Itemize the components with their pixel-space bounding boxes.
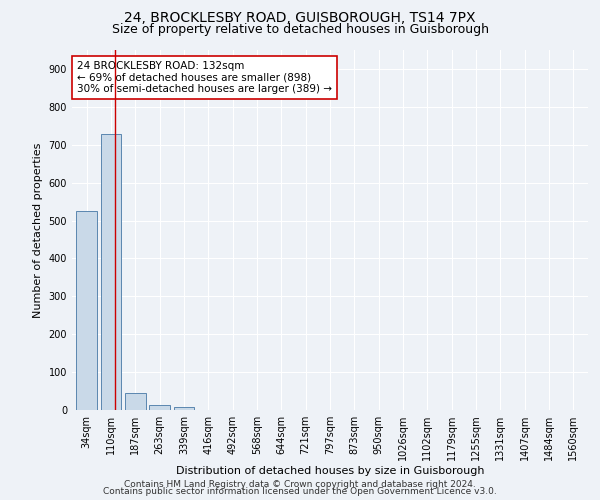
Y-axis label: Number of detached properties: Number of detached properties [33, 142, 43, 318]
Text: Contains HM Land Registry data © Crown copyright and database right 2024.: Contains HM Land Registry data © Crown c… [124, 480, 476, 489]
X-axis label: Distribution of detached houses by size in Guisborough: Distribution of detached houses by size … [176, 466, 484, 476]
Bar [173, 407, 194, 410]
Text: Size of property relative to detached houses in Guisborough: Size of property relative to detached ho… [112, 22, 488, 36]
Text: 24, BROCKLESBY ROAD, GUISBOROUGH, TS14 7PX: 24, BROCKLESBY ROAD, GUISBOROUGH, TS14 7… [124, 12, 476, 26]
Text: Contains public sector information licensed under the Open Government Licence v3: Contains public sector information licen… [103, 487, 497, 496]
Bar [76, 211, 97, 410]
Bar [149, 406, 170, 410]
Bar [125, 392, 146, 410]
Bar [101, 134, 121, 410]
Text: 24 BROCKLESBY ROAD: 132sqm
← 69% of detached houses are smaller (898)
30% of sem: 24 BROCKLESBY ROAD: 132sqm ← 69% of deta… [77, 61, 332, 94]
